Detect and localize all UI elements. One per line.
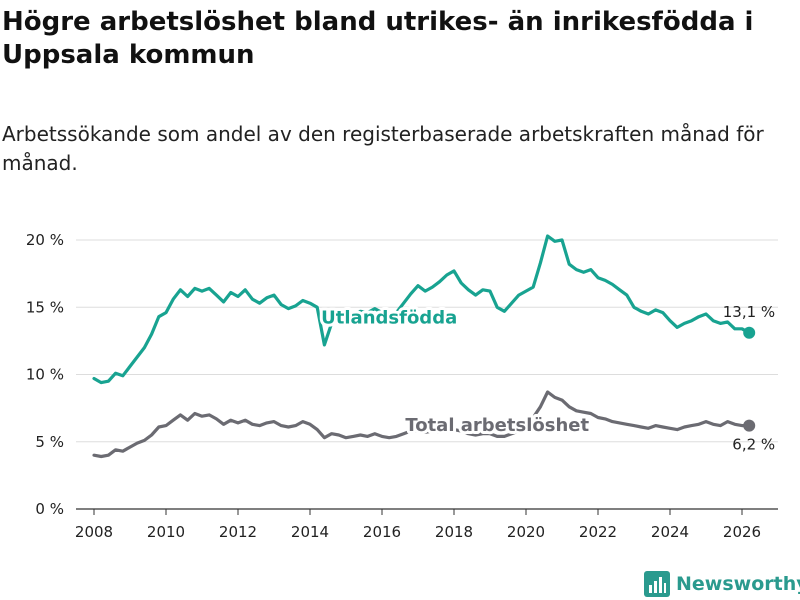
y-tick-label: 15 % [26, 298, 64, 316]
x-tick-label: 2012 [219, 523, 257, 541]
chart-subtitle: Arbetssökande som andel av den registerb… [2, 122, 764, 175]
x-tick-label: 2008 [75, 523, 113, 541]
y-tick-label: 0 % [35, 500, 64, 518]
end-point-total [743, 419, 756, 432]
series-labels: 13,1 % Utlandsfödda 6,2 % Total arbetslöshe… [318, 303, 775, 454]
series-line-total [92, 390, 751, 459]
gridlines [76, 239, 778, 443]
y-tick-label: 5 % [35, 433, 64, 451]
x-tick-label: 2026 [723, 523, 761, 541]
x-tick-label: 2018 [435, 523, 473, 541]
series-line-utlandsfodda [92, 234, 751, 385]
x-tick-label: 2010 [147, 523, 185, 541]
axes: 0 % 5 % 10 % 15 % 20 % 2008 2010 2012 2014 2016 20… [26, 231, 778, 541]
end-label-total: 6,2 % [732, 436, 775, 454]
end-label-utlandsfodda: 13,1 % [723, 303, 775, 321]
x-tick-label: 2016 [363, 523, 401, 541]
x-tick-label: 2022 [579, 523, 617, 541]
chart-title: Högre arbetslöshet bland utrikes- än inr… [2, 7, 754, 70]
y-tick-label: 10 % [26, 366, 64, 384]
series-label-total: Total arbetslöshet [405, 415, 589, 436]
x-tick-label: 2014 [291, 523, 329, 541]
brand-name: Newsworthy [676, 573, 800, 595]
series-lines [92, 234, 756, 459]
newsworthy-logo: Newsworthy [644, 570, 800, 598]
x-tick-label: 2024 [651, 523, 689, 541]
newsworthy-logo-icon [644, 571, 670, 597]
y-tick-label: 20 % [26, 231, 64, 249]
x-tick-label: 2020 [507, 523, 545, 541]
end-point-utlandsfodda [743, 326, 756, 339]
series-label-utlandsfodda: Utlandsfödda [321, 307, 457, 328]
